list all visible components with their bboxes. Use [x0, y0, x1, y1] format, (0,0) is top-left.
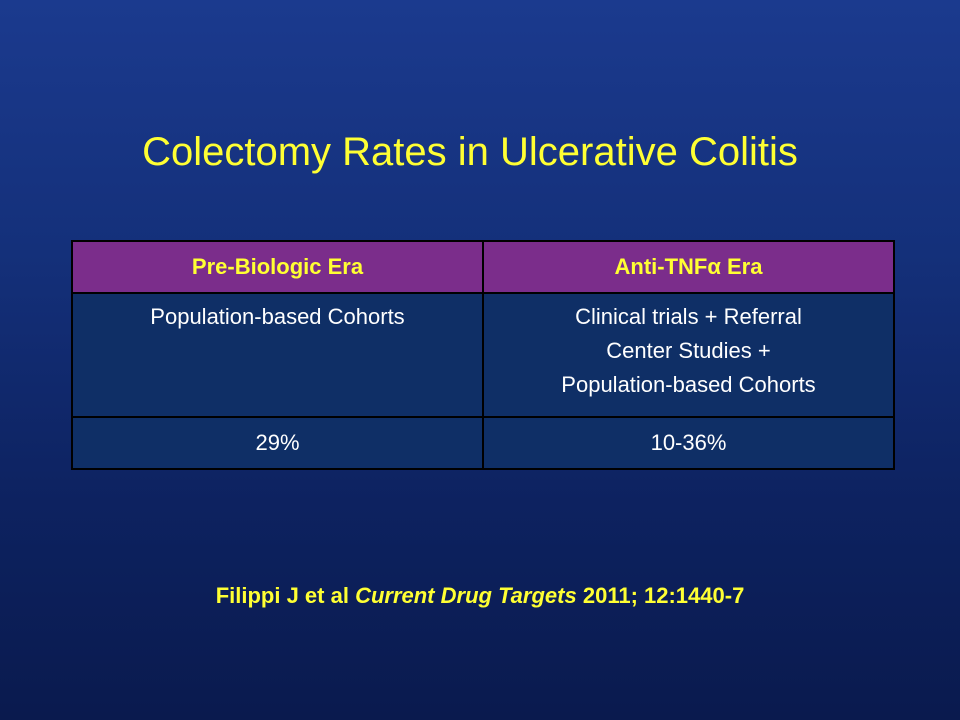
table-header-row: Pre-Biologic Era Anti-TNFα Era	[71, 240, 895, 294]
cell-anti-tnf-sources: Clinical trials + Referral Center Studie…	[482, 292, 895, 418]
citation: Filippi J et al Current Drug Targets 201…	[0, 583, 960, 609]
cell-line: Center Studies +	[606, 338, 771, 363]
header-anti-tnf-era: Anti-TNFα Era	[482, 240, 895, 294]
citation-journal: Current Drug Targets	[355, 583, 577, 608]
cell-line: Clinical trials + Referral	[575, 304, 802, 329]
cell-pre-biologic-sources: Population-based Cohorts	[71, 292, 484, 418]
table-row-colectomy-rates: 29% 10-36%	[71, 416, 895, 470]
citation-details: 2011; 12:1440-7	[582, 583, 745, 608]
slide-title: Colectomy Rates in Ulcerative Colitis	[142, 130, 798, 174]
table-row-data-sources: Population-based Cohorts Clinical trials…	[71, 292, 895, 418]
colectomy-rates-table: Pre-Biologic Era Anti-TNFα Era Populatio…	[71, 240, 895, 470]
citation-authors: Filippi J et al	[215, 583, 349, 608]
cell-anti-tnf-rate: 10-36%	[482, 416, 895, 470]
cell-line: Population-based Cohorts	[150, 304, 405, 329]
header-pre-biologic-era: Pre-Biologic Era	[71, 240, 484, 294]
cell-line: Population-based Cohorts	[561, 372, 816, 397]
cell-pre-biologic-rate: 29%	[71, 416, 484, 470]
